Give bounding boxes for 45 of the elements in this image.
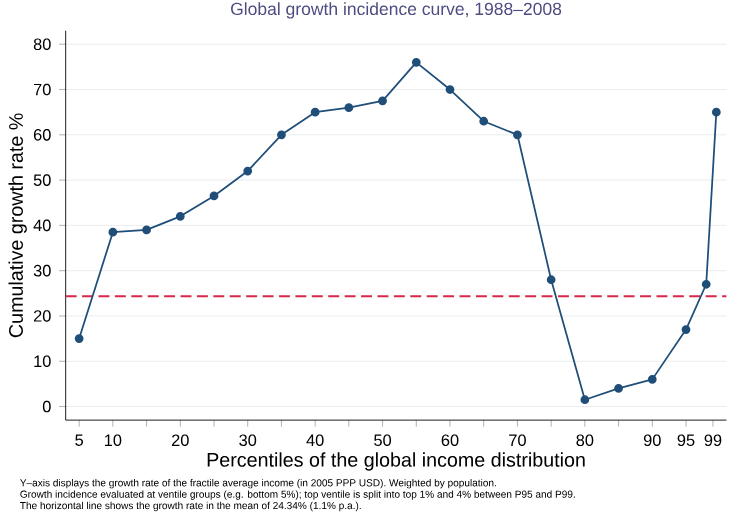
y-tick-label: 30 (33, 265, 51, 277)
point (243, 166, 253, 176)
point (344, 103, 354, 113)
y-tick-label: 0 (42, 400, 51, 413)
y-tick-label: 80 (33, 38, 51, 51)
point (142, 225, 151, 235)
point (711, 108, 721, 117)
x-tick-label: 60 (441, 434, 459, 447)
x-axis-title: Percentiles of the global income distribution (207, 452, 585, 471)
x-tick-label: 99 (704, 434, 722, 447)
x-tick-label: 50 (374, 434, 392, 447)
point (580, 395, 590, 405)
point (209, 191, 219, 201)
x-tick-label: 20 (171, 434, 189, 447)
point (74, 334, 84, 344)
x-tick-label: 95 (677, 434, 695, 447)
point (681, 325, 691, 335)
point (411, 58, 421, 67)
x-tick-label: 40 (306, 434, 324, 447)
x-tick-label: 5 (75, 434, 84, 447)
point (513, 130, 522, 140)
point (310, 108, 320, 117)
y-tick-label: 20 (33, 310, 51, 322)
y-tick-label: 50 (33, 174, 51, 187)
point (614, 384, 623, 394)
y-tick-label: 70 (33, 83, 51, 96)
chart-title: Global growth incidence curve, 1988–2008 (231, 2, 562, 19)
y-tick-label: 60 (33, 129, 51, 141)
point (546, 275, 556, 285)
point (479, 117, 489, 126)
point (378, 96, 387, 106)
point (647, 375, 657, 384)
point (277, 130, 286, 140)
x-tick-label: 10 (104, 434, 122, 447)
point (108, 228, 118, 237)
x-tick-label: 70 (509, 434, 526, 447)
x-tick-label: 30 (239, 434, 257, 447)
y-tick-label: 40 (33, 219, 51, 232)
y-tick-label: 10 (34, 355, 51, 368)
y-axis-title: Cumulative growth rate % (8, 113, 27, 338)
point (701, 280, 711, 289)
x-tick-label: 80 (576, 434, 594, 447)
point (445, 85, 455, 95)
x-tick-label: 90 (643, 434, 661, 447)
point (175, 212, 185, 221)
